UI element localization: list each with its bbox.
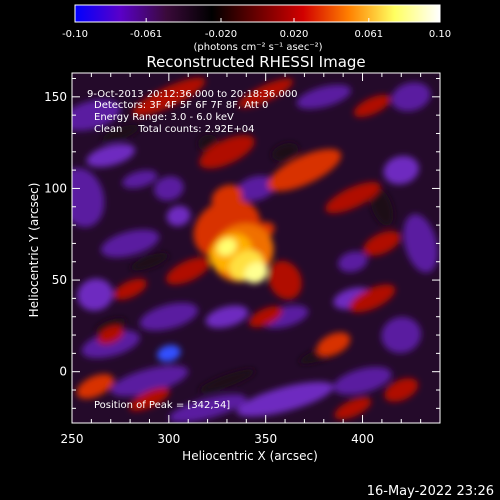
plot-frame	[71, 72, 441, 424]
y-tick-label: 100	[44, 181, 67, 195]
colorbar-tick-label: -0.061	[130, 29, 162, 40]
colorbar-ticks: -0.10 -0.061 -0.020 0.020 0.061 0.10	[62, 18, 451, 40]
colorbar-tick-label: 0.10	[429, 29, 451, 40]
annotations: 9-Oct-2013 20:12:36.000 to 20:18:36.000 …	[87, 89, 298, 411]
x-tick-label: 300	[157, 432, 180, 446]
footer-date: 16-May-2022 23:26	[367, 484, 494, 499]
x-tick-label: 250	[61, 432, 84, 446]
axes: 250 300 350 400 0 50 100 150	[44, 73, 441, 446]
annotation-time-range: 9-Oct-2013 20:12:36.000 to 20:18:36.000	[87, 89, 298, 100]
annotation-detectors: Detectors: 3F 4F 5F 6F 7F 8F, Att 0	[94, 100, 268, 111]
heatmap-image	[72, 77, 438, 423]
y-tick-label: 50	[52, 273, 67, 287]
x-tick-label: 350	[254, 432, 277, 446]
annotation-peak: Position of Peak = [342,54]	[94, 400, 230, 411]
colorbar-tick-label: -0.020	[205, 29, 237, 40]
x-axis-label: Heliocentric X (arcsec)	[182, 449, 318, 463]
y-tick-label: 150	[44, 90, 67, 104]
annotation-energy: Energy Range: 3.0 - 6.0 keV	[94, 112, 234, 123]
colorbar-tick-label: 0.061	[355, 29, 384, 40]
chart-title: Reconstructed RHESSI Image	[146, 53, 365, 71]
x-tick-label: 400	[351, 432, 374, 446]
colorbar-tick-label: -0.10	[62, 29, 88, 40]
colorbar-label: (photons cm⁻² s⁻¹ asec⁻²)	[193, 42, 322, 53]
colorbar-tick-label: 0.020	[280, 29, 309, 40]
y-tick-label: 0	[59, 365, 67, 379]
y-axis-label: Heliocentric Y (arcsec)	[27, 183, 41, 318]
colorbar	[74, 4, 441, 23]
annotation-clean: Clean Total counts: 2.92E+04	[94, 124, 254, 135]
